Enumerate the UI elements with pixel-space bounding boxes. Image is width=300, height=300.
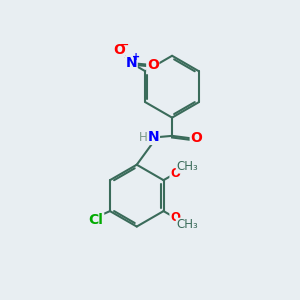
Text: O: O xyxy=(147,58,159,72)
Text: O: O xyxy=(113,43,125,57)
Text: −: − xyxy=(120,40,130,50)
Text: N: N xyxy=(125,56,137,70)
Text: CH₃: CH₃ xyxy=(176,160,198,173)
Text: N: N xyxy=(148,130,159,144)
Text: Cl: Cl xyxy=(89,213,104,227)
Text: O: O xyxy=(170,211,180,224)
Text: H: H xyxy=(139,130,148,143)
Text: O: O xyxy=(170,167,180,180)
Text: O: O xyxy=(190,131,202,145)
Text: +: + xyxy=(132,52,140,62)
Text: CH₃: CH₃ xyxy=(176,218,198,231)
